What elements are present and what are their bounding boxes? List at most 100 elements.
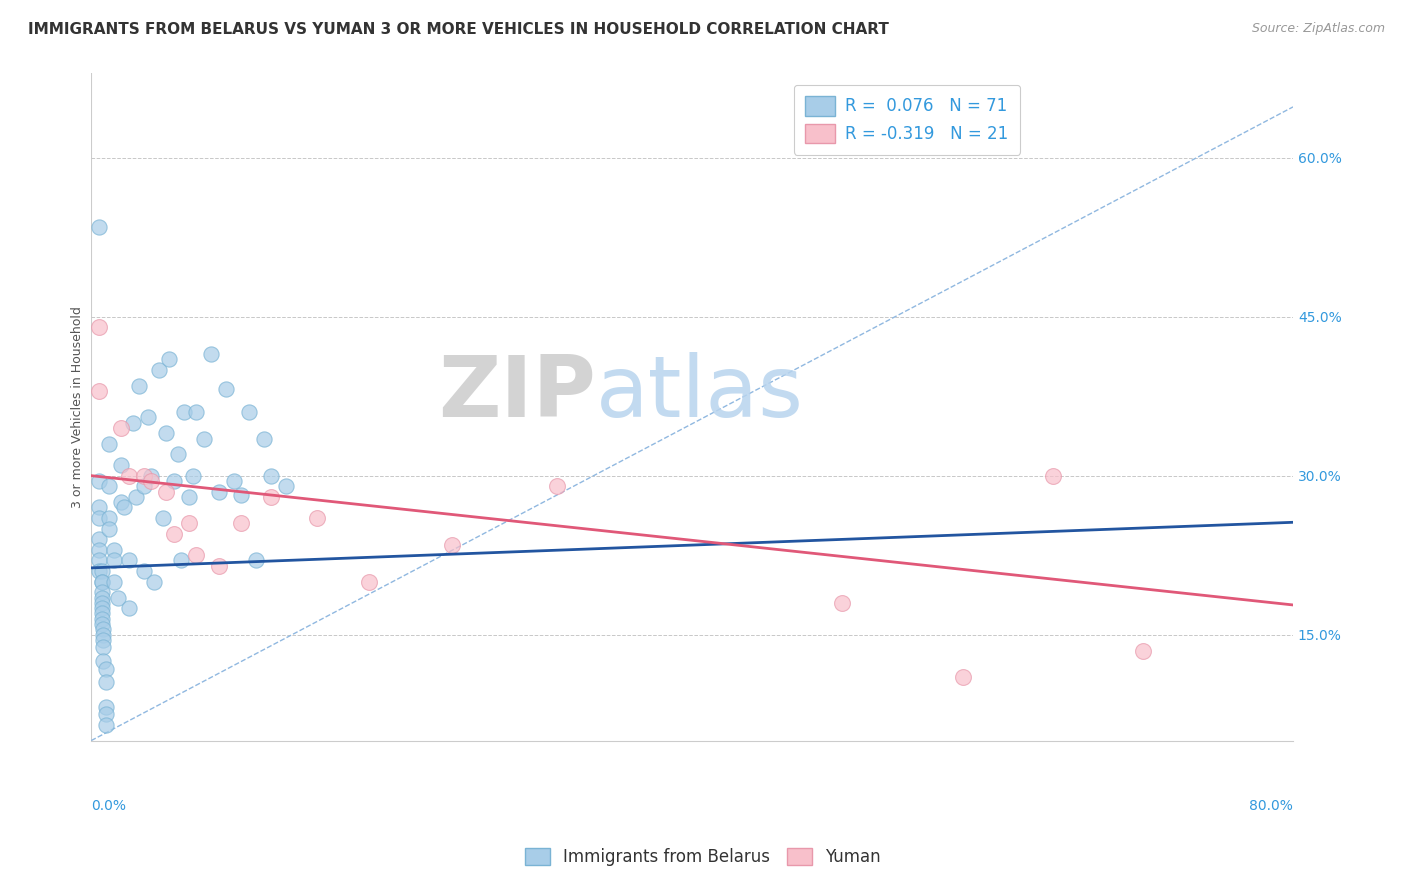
- Point: [87, 500, 110, 515]
- Point: [157, 352, 180, 367]
- Text: ZIP: ZIP: [439, 352, 596, 435]
- Point: [1132, 643, 1154, 657]
- Point: [143, 574, 166, 589]
- Point: [260, 468, 283, 483]
- Legend: Immigrants from Belarus, Yuman: Immigrants from Belarus, Yuman: [516, 840, 890, 875]
- Point: [118, 553, 141, 567]
- Point: [87, 542, 110, 557]
- Point: [141, 468, 163, 483]
- Point: [118, 468, 141, 483]
- Point: [96, 699, 118, 714]
- Point: [132, 479, 155, 493]
- Point: [87, 219, 110, 234]
- Point: [103, 542, 125, 557]
- Point: [112, 500, 135, 515]
- Point: [245, 553, 267, 567]
- Point: [90, 591, 112, 605]
- Point: [238, 405, 260, 419]
- Point: [253, 432, 276, 446]
- Point: [173, 405, 195, 419]
- Point: [208, 558, 231, 573]
- Point: [91, 627, 114, 641]
- Text: 0.0%: 0.0%: [91, 799, 127, 813]
- Point: [110, 458, 132, 472]
- Point: [128, 378, 150, 392]
- Point: [90, 612, 112, 626]
- Point: [222, 474, 245, 488]
- Point: [200, 347, 222, 361]
- Point: [163, 474, 186, 488]
- Point: [87, 384, 110, 398]
- Point: [107, 591, 129, 605]
- Point: [546, 479, 568, 493]
- Point: [148, 362, 170, 376]
- Point: [91, 640, 114, 655]
- Text: atlas: atlas: [596, 352, 804, 435]
- Point: [122, 416, 145, 430]
- Point: [87, 564, 110, 578]
- Point: [163, 527, 186, 541]
- Point: [152, 511, 174, 525]
- Point: [96, 661, 118, 675]
- Point: [231, 516, 253, 531]
- Point: [177, 490, 200, 504]
- Point: [186, 548, 208, 562]
- Point: [1042, 468, 1064, 483]
- Point: [91, 623, 114, 637]
- Point: [90, 574, 112, 589]
- Point: [141, 474, 163, 488]
- Point: [118, 601, 141, 615]
- Point: [90, 574, 112, 589]
- Point: [170, 553, 193, 567]
- Point: [155, 426, 177, 441]
- Point: [87, 511, 110, 525]
- Text: IMMIGRANTS FROM BELARUS VS YUMAN 3 OR MORE VEHICLES IN HOUSEHOLD CORRELATION CHA: IMMIGRANTS FROM BELARUS VS YUMAN 3 OR MO…: [28, 22, 889, 37]
- Point: [125, 490, 148, 504]
- Point: [96, 717, 118, 731]
- Point: [177, 516, 200, 531]
- Point: [110, 421, 132, 435]
- Point: [98, 511, 121, 525]
- Point: [155, 484, 177, 499]
- Point: [132, 468, 155, 483]
- Point: [103, 553, 125, 567]
- Point: [96, 707, 118, 722]
- Point: [208, 484, 231, 499]
- Point: [132, 564, 155, 578]
- Point: [952, 670, 974, 684]
- Point: [90, 564, 112, 578]
- Point: [193, 432, 215, 446]
- Point: [90, 607, 112, 621]
- Point: [167, 448, 190, 462]
- Point: [90, 617, 112, 632]
- Text: Source: ZipAtlas.com: Source: ZipAtlas.com: [1251, 22, 1385, 36]
- Point: [110, 495, 132, 509]
- Legend: R =  0.076   N = 71, R = -0.319   N = 21: R = 0.076 N = 71, R = -0.319 N = 21: [794, 85, 1021, 155]
- Point: [96, 675, 118, 690]
- Point: [215, 382, 238, 396]
- Point: [103, 574, 125, 589]
- Point: [87, 320, 110, 334]
- Point: [440, 537, 463, 551]
- Point: [183, 468, 205, 483]
- Y-axis label: 3 or more Vehicles in Household: 3 or more Vehicles in Household: [72, 306, 84, 508]
- Point: [231, 488, 253, 502]
- Point: [305, 511, 328, 525]
- Point: [831, 596, 853, 610]
- Point: [90, 585, 112, 599]
- Point: [186, 405, 208, 419]
- Point: [260, 490, 283, 504]
- Point: [90, 601, 112, 615]
- Point: [136, 410, 159, 425]
- Point: [91, 654, 114, 668]
- Point: [87, 474, 110, 488]
- Point: [276, 479, 298, 493]
- Point: [87, 553, 110, 567]
- Point: [87, 533, 110, 547]
- Point: [90, 596, 112, 610]
- Point: [359, 574, 381, 589]
- Text: 80.0%: 80.0%: [1249, 799, 1294, 813]
- Point: [98, 437, 121, 451]
- Point: [91, 632, 114, 647]
- Point: [98, 522, 121, 536]
